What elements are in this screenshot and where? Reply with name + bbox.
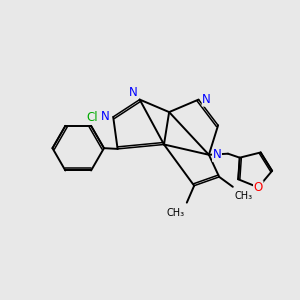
Text: N: N	[202, 93, 211, 106]
Text: N: N	[101, 110, 110, 123]
Text: CH₃: CH₃	[167, 208, 185, 218]
Text: N: N	[129, 86, 137, 100]
Text: CH₃: CH₃	[235, 191, 253, 201]
Text: Cl: Cl	[86, 111, 98, 124]
Text: N: N	[213, 148, 221, 161]
Text: O: O	[254, 181, 263, 194]
